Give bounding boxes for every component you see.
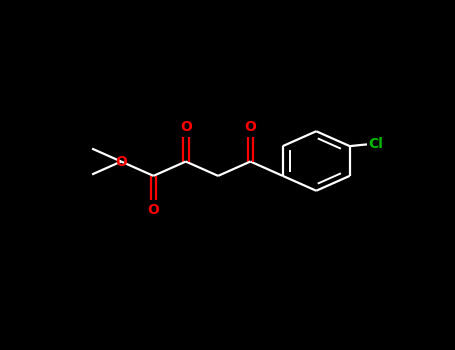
- Text: Cl: Cl: [368, 137, 383, 151]
- Text: O: O: [180, 120, 192, 134]
- Text: O: O: [147, 203, 159, 217]
- Text: O: O: [244, 120, 256, 134]
- Text: O: O: [115, 154, 127, 168]
